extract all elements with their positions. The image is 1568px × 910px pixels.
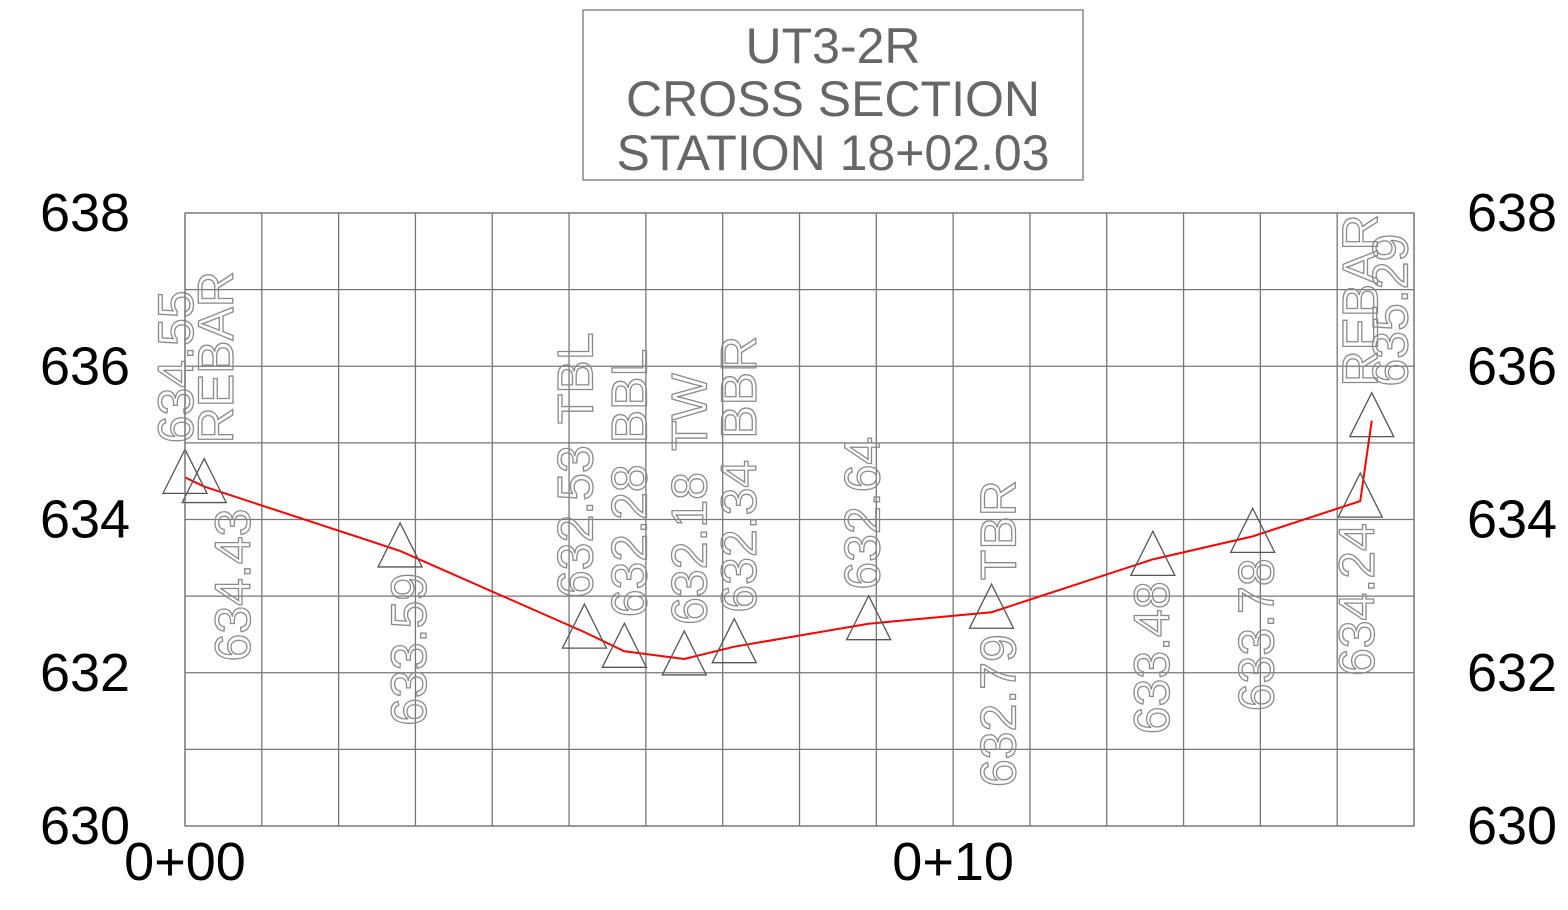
y2-tick-label: 632 (1467, 643, 1557, 703)
point-label: 635.29 (1363, 234, 1419, 387)
y-tick-label: 632 (40, 643, 130, 703)
point-label: 632.28 (601, 464, 657, 617)
point-label: 633.48 (1124, 581, 1180, 734)
point-label: 633.78 (1229, 558, 1285, 711)
point-marker (968, 582, 1015, 629)
point-label: 632.79 (971, 634, 1027, 787)
plot-frame (184, 212, 1415, 827)
point-marker (845, 594, 892, 641)
point-marker (1129, 529, 1176, 576)
chart-title: UT3-2R (745, 18, 920, 74)
point-marker (377, 521, 424, 568)
point-description: REBAR (188, 271, 244, 443)
point-marker (181, 457, 228, 504)
point-marker (561, 602, 608, 649)
chart-title: CROSS SECTION (626, 71, 1040, 127)
point-marker (601, 621, 648, 668)
y-tick-label: 634 (40, 490, 130, 550)
point-label: 632.34 (711, 460, 767, 613)
point-description: TBL (547, 332, 603, 424)
y2-tick-label: 638 (1467, 183, 1557, 243)
point-label: 634.55 (148, 290, 204, 443)
y-tick-label: 630 (40, 796, 130, 856)
y2-tick-label: 634 (1467, 490, 1557, 550)
profile-line (184, 420, 1373, 660)
point-label: 634.24 (1329, 523, 1385, 676)
point-description: TW (661, 372, 717, 451)
point-description: REBAR (1333, 214, 1389, 386)
point-label: 632.64 (835, 437, 891, 590)
point-marker (1348, 391, 1395, 438)
point-label: 633.59 (381, 573, 437, 726)
point-marker (1229, 506, 1276, 554)
y-tick-label: 638 (40, 183, 130, 243)
y2-tick-label: 636 (1467, 336, 1557, 396)
x-tick-label: 0+00 (124, 832, 246, 892)
point-label: 632.18 (661, 472, 717, 625)
x-tick-label: 0+10 (892, 832, 1014, 892)
point-description: TBR (971, 480, 1027, 580)
y2-tick-label: 630 (1467, 796, 1557, 856)
point-label: 632.53 (547, 445, 603, 598)
point-marker (711, 617, 758, 664)
point-label: 634.43 (205, 509, 261, 662)
point-description: BBL (601, 349, 657, 444)
y-tick-label: 636 (40, 336, 130, 396)
title-box (582, 9, 1084, 181)
point-marker (1337, 471, 1384, 518)
point-description: BBR (711, 336, 767, 439)
point-marker (661, 629, 708, 676)
chart-title: STATION 18+02.03 (616, 125, 1049, 181)
